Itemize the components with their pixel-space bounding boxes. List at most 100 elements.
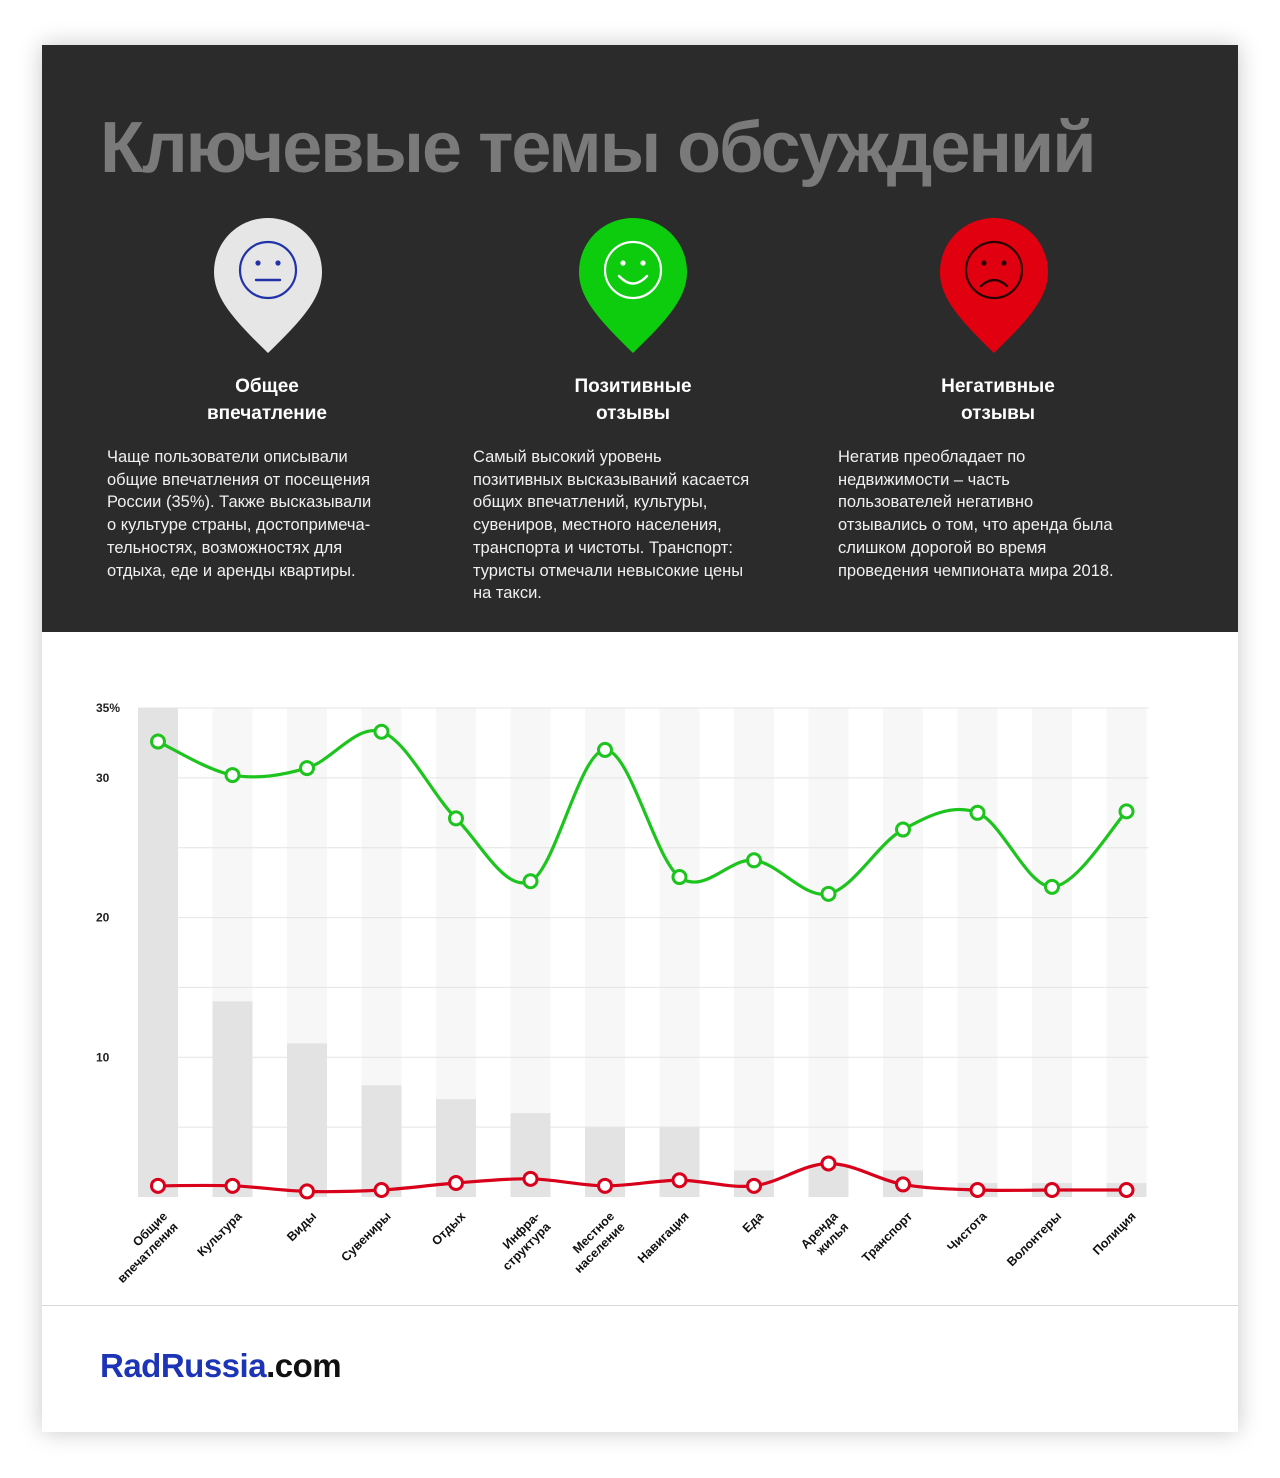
positive-point [1044, 878, 1060, 895]
x-tick-label: Культура [195, 1208, 246, 1259]
column-text-line: общих впечатлений, культуры, [473, 493, 708, 512]
column-text-line: Чаще пользователи описывали [107, 448, 348, 466]
positive-point [895, 821, 911, 838]
negative-point [1118, 1182, 1135, 1199]
x-tick-label-line: Еда [740, 1208, 767, 1235]
header-section: Ключевые темы обсуждений Общее впечатлени… [42, 45, 1238, 632]
grid-lines [138, 707, 1149, 1128]
positive-point [820, 885, 837, 902]
face-eye [255, 260, 261, 266]
category-column-bg [1032, 708, 1072, 1197]
x-tick-label: Общиевпечатления [104, 1209, 181, 1286]
negative-point [522, 1170, 539, 1187]
page-title: Ключевые темы обсуждений [100, 108, 1096, 188]
x-tick-label-line: Полиция [1090, 1209, 1139, 1258]
x-tick-label: Арендажилья [798, 1208, 852, 1262]
x-tick-label: Навигация [635, 1209, 692, 1266]
column-text-line: слишком дорогой во время [838, 538, 1047, 557]
positive-point [150, 733, 166, 750]
y-tick-label: 30 [96, 771, 110, 785]
x-axis: Общиевпечатления Культура Виды Сувениры Отды… [104, 1208, 1139, 1286]
x-tick-label-line: Культура [195, 1208, 246, 1259]
brand-main: RadRussia [100, 1347, 267, 1384]
bar [138, 708, 178, 1197]
category-column-bg [808, 708, 849, 1197]
negative-point [820, 1155, 837, 1172]
face-eye [620, 260, 626, 266]
face-eye [640, 260, 646, 266]
face-outline [238, 240, 298, 300]
column-heading: Позитивные отзывы [473, 373, 793, 427]
column-text-line: отзывались о том, что аренда была [838, 516, 1113, 535]
positive-point [671, 869, 688, 886]
column-text-line: России (35%). Также высказывали [107, 493, 372, 512]
column-text-line: транспорта и чистоты. Транспорт: [473, 538, 733, 557]
face-eye [275, 260, 281, 266]
x-tick-label: Еда [740, 1208, 767, 1235]
positive-point [969, 804, 986, 821]
column-text-line: сувениров, местного населения, [473, 516, 722, 535]
negative-point [448, 1175, 464, 1192]
pin-shape [214, 218, 322, 353]
negative-point [299, 1183, 315, 1200]
positive-point [522, 873, 539, 890]
column-text-line: тельностях, возможностях для [107, 538, 343, 557]
positive-point [448, 810, 464, 827]
bar [212, 1001, 253, 1197]
x-tick-label-line: Сувениры [338, 1209, 393, 1264]
x-tick-label-line: Волонтеры [1004, 1209, 1064, 1269]
positive-point [299, 760, 315, 777]
neutral-face-icon [214, 218, 322, 353]
x-tick-label-line: Чистота [945, 1208, 991, 1254]
column-text-line: отдыха, еде и аренды квартиры. [107, 561, 356, 580]
pin-shape [579, 218, 687, 353]
x-tick-label-line: Отдых [429, 1209, 468, 1248]
positive-series [150, 723, 1135, 902]
column-text-line: недвижимости – часть [838, 470, 1010, 489]
column-text-line: пользователей негативно [838, 493, 1034, 512]
category-column-bg [883, 708, 923, 1197]
infographic-card: Ключевые темы обсуждений Общее впечатлени… [42, 45, 1238, 1432]
x-tick-label-line: Транспорт [859, 1209, 915, 1265]
y-tick-label: 10 [96, 1050, 110, 1064]
positive-point [1118, 803, 1135, 820]
x-tick-label: Местноенаселение [561, 1209, 628, 1276]
column-heading-line: Негативные [941, 376, 1055, 397]
category-column-bg [585, 708, 625, 1197]
happy-face-icon [579, 218, 687, 353]
positive-point [373, 723, 390, 740]
column-text-line: проведения чемпионата мира 2018. [838, 561, 1114, 580]
y-tick-label: 20 [96, 911, 110, 925]
x-tick-label: Отдых [429, 1209, 468, 1248]
brand-logo: RadRussia.com [100, 1347, 342, 1385]
sad-face-icon [940, 218, 1048, 353]
x-tick-label-line: Виды [284, 1209, 319, 1244]
negative-point [150, 1177, 166, 1194]
face-mouth [617, 274, 649, 285]
category-column-bg [1106, 708, 1147, 1197]
face-outline [964, 240, 1024, 300]
column-text: Самый высокий уровень позитивных высказыв… [473, 446, 793, 605]
x-tick-label: Виды [284, 1209, 319, 1244]
x-tick-label: Чистота [945, 1208, 991, 1254]
positive-point [746, 852, 762, 869]
column-heading: Общее впечатление [107, 373, 427, 427]
negative-point [746, 1177, 762, 1194]
column-heading-line: впечатление [206, 403, 327, 424]
x-tick-label-line: Навигация [635, 1209, 692, 1266]
face-eye [981, 260, 987, 266]
column-heading-line: отзывы [595, 403, 670, 424]
x-tick-label: Сувениры [338, 1209, 393, 1264]
x-tick-label: Инфра-структура [489, 1208, 554, 1273]
negative-point [1044, 1182, 1060, 1199]
x-tick-label: Волонтеры [1004, 1209, 1064, 1269]
column-text-line: Негатив преобладает по [838, 448, 1026, 466]
category-column-bg [659, 708, 700, 1197]
face-mouth [979, 278, 1009, 288]
y-tick-label: 35% [96, 701, 120, 715]
positive-point [597, 741, 613, 758]
face-eye [1001, 260, 1007, 266]
face-outline [603, 240, 663, 300]
negative-line [157, 1161, 1127, 1194]
negative-point [224, 1177, 241, 1194]
